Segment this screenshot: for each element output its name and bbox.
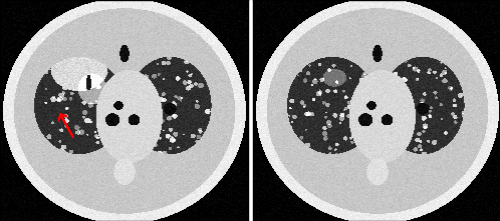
Text: B: B <box>260 200 270 214</box>
Text: A: A <box>8 200 18 214</box>
